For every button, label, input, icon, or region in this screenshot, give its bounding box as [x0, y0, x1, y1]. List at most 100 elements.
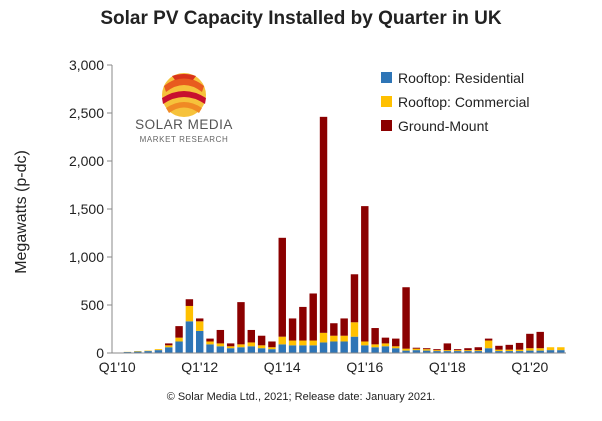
x-tick-label: Q1'20 [511, 359, 548, 375]
bar-residential-Q2'13 [247, 346, 256, 353]
legend-swatch-1 [381, 96, 392, 107]
bar-ground-mount-Q3'11 [175, 326, 183, 338]
bar-residential-Q4'12 [226, 348, 235, 353]
bar-ground-mount-Q4'14 [309, 293, 317, 341]
bar-ground-mount-Q1'14 [278, 237, 286, 337]
bar-commercial-Q2'15 [330, 335, 338, 342]
bar-residential-Q3'18 [464, 351, 472, 353]
bar-residential-Q4'13 [268, 349, 276, 353]
bar-residential-Q4'14 [309, 345, 317, 353]
bar-ground-mount-Q1'20 [526, 333, 534, 349]
bar-commercial-Q3'14 [299, 340, 307, 346]
bar-ground-mount-Q1'16 [361, 206, 369, 342]
bar-ground-mount-Q1'17 [402, 287, 410, 349]
legend-label-0: Rooftop: Residential [398, 70, 524, 86]
bar-residential-Q3'14 [299, 345, 307, 353]
bar-ground-mount-Q3'16 [381, 337, 390, 344]
bar-commercial-Q3'18 [464, 350, 472, 352]
bar-ground-mount-Q4'17 [433, 349, 441, 351]
bar-residential-Q1'13 [237, 347, 245, 353]
bar-ground-mount-Q4'13 [268, 341, 276, 348]
bar-residential-Q4'16 [392, 348, 400, 353]
bar-commercial-Q1'12 [195, 321, 204, 331]
y-tick-label: 0 [96, 345, 104, 361]
y-tick-label: 2,500 [69, 105, 104, 121]
bar-residential-Q2'16 [371, 347, 379, 353]
bar-residential-Q4'17 [433, 351, 441, 353]
bar-commercial-Q3'12 [216, 343, 225, 347]
bar-commercial-Q2'13 [247, 342, 256, 347]
bar-ground-mount-Q3'13 [257, 335, 266, 346]
bar-residential-Q2'18 [453, 351, 462, 353]
bar-ground-mount-Q4'16 [392, 338, 400, 347]
bar-ground-mount-Q2'16 [371, 328, 379, 345]
bar-residential-Q2'15 [330, 341, 338, 353]
bar-ground-mount-Q3'15 [340, 318, 348, 336]
bar-commercial-Q2'11 [165, 345, 173, 348]
bar-ground-mount-Q1'15 [319, 116, 328, 333]
bar-ground-mount-Q4'12 [226, 343, 235, 347]
bar-commercial-Q1'18 [443, 350, 452, 352]
logo-name: SOLAR MEDIA [135, 117, 233, 132]
bar-ground-mount-Q2'11 [165, 343, 173, 346]
bar-residential-Q3'16 [381, 346, 390, 353]
logo-sphere-icon [162, 73, 206, 117]
bar-residential-Q3'11 [175, 341, 183, 353]
bar-residential-Q4'11 [185, 321, 194, 353]
bar-commercial-Q2'12 [206, 341, 214, 345]
x-tick-label: Q1'12 [181, 359, 218, 375]
bar-commercial-Q3'13 [257, 345, 266, 349]
bar-ground-mount-Q3'14 [299, 306, 307, 341]
bar-residential-Q1'19 [484, 348, 493, 353]
bar-residential-Q3'20 [546, 350, 555, 353]
bar-residential-Q1'18 [443, 351, 452, 353]
bar-commercial-Q3'16 [381, 343, 390, 347]
bar-residential-Q2'11 [165, 347, 173, 353]
bar-commercial-Q2'19 [495, 349, 503, 352]
legend-swatch-2 [381, 120, 392, 131]
chart-title: Solar PV Capacity Installed by Quarter i… [100, 8, 502, 29]
bar-commercial-Q2'17 [412, 348, 421, 351]
bar-commercial-Q3'15 [340, 335, 348, 342]
bar-commercial-Q3'19 [505, 349, 513, 352]
bar-commercial-Q4'12 [226, 346, 235, 349]
bar-commercial-Q4'18 [474, 350, 483, 352]
bar-ground-mount-Q4'19 [515, 342, 524, 350]
y-tick-label: 1,000 [69, 249, 104, 265]
x-tick-label: Q1'14 [264, 359, 301, 375]
bar-residential-Q2'17 [412, 350, 421, 353]
bar-residential-Q4'19 [515, 351, 524, 353]
bar-ground-mount-Q2'14 [288, 318, 297, 341]
bar-commercial-Q1'13 [237, 344, 245, 348]
legend-label-1: Rooftop: Commercial [398, 94, 530, 110]
legend-label-2: Ground-Mount [398, 118, 488, 134]
bar-ground-mount-Q3'12 [216, 329, 225, 344]
bar-ground-mount-Q1'12 [195, 318, 204, 322]
logo-band-3 [166, 102, 202, 113]
bar-residential-Q2'19 [495, 351, 503, 353]
bar-commercial-Q4'13 [268, 347, 276, 350]
bar-commercial-Q4'16 [392, 346, 400, 349]
bar-commercial-Q4'14 [309, 340, 317, 346]
logo-subtitle: MARKET RESEARCH [140, 135, 229, 144]
y-tick-label: 1,500 [69, 201, 104, 217]
bar-ground-mount-Q3'18 [464, 348, 472, 351]
bar-commercial-Q1'17 [402, 348, 410, 351]
y-tick-label: 500 [81, 297, 105, 313]
bar-residential-Q3'12 [216, 346, 225, 353]
bar-residential-Q4'18 [474, 351, 483, 353]
bar-residential-Q1'11 [154, 350, 163, 353]
bar-ground-mount-Q2'17 [412, 347, 421, 349]
bar-ground-mount-Q2'13 [247, 329, 256, 343]
bar-commercial-Q3'11 [175, 337, 183, 342]
x-tick-label: Q1'16 [346, 359, 383, 375]
bar-residential-Q1'14 [278, 344, 286, 353]
bar-residential-Q1'17 [402, 350, 410, 353]
bar-ground-mount-Q3'19 [505, 344, 513, 350]
bar-commercial-Q4'19 [515, 349, 524, 352]
bar-ground-mount-Q2'15 [330, 323, 338, 336]
bar-ground-mount-Q1'18 [443, 343, 452, 351]
bar-residential-Q2'14 [288, 345, 297, 353]
